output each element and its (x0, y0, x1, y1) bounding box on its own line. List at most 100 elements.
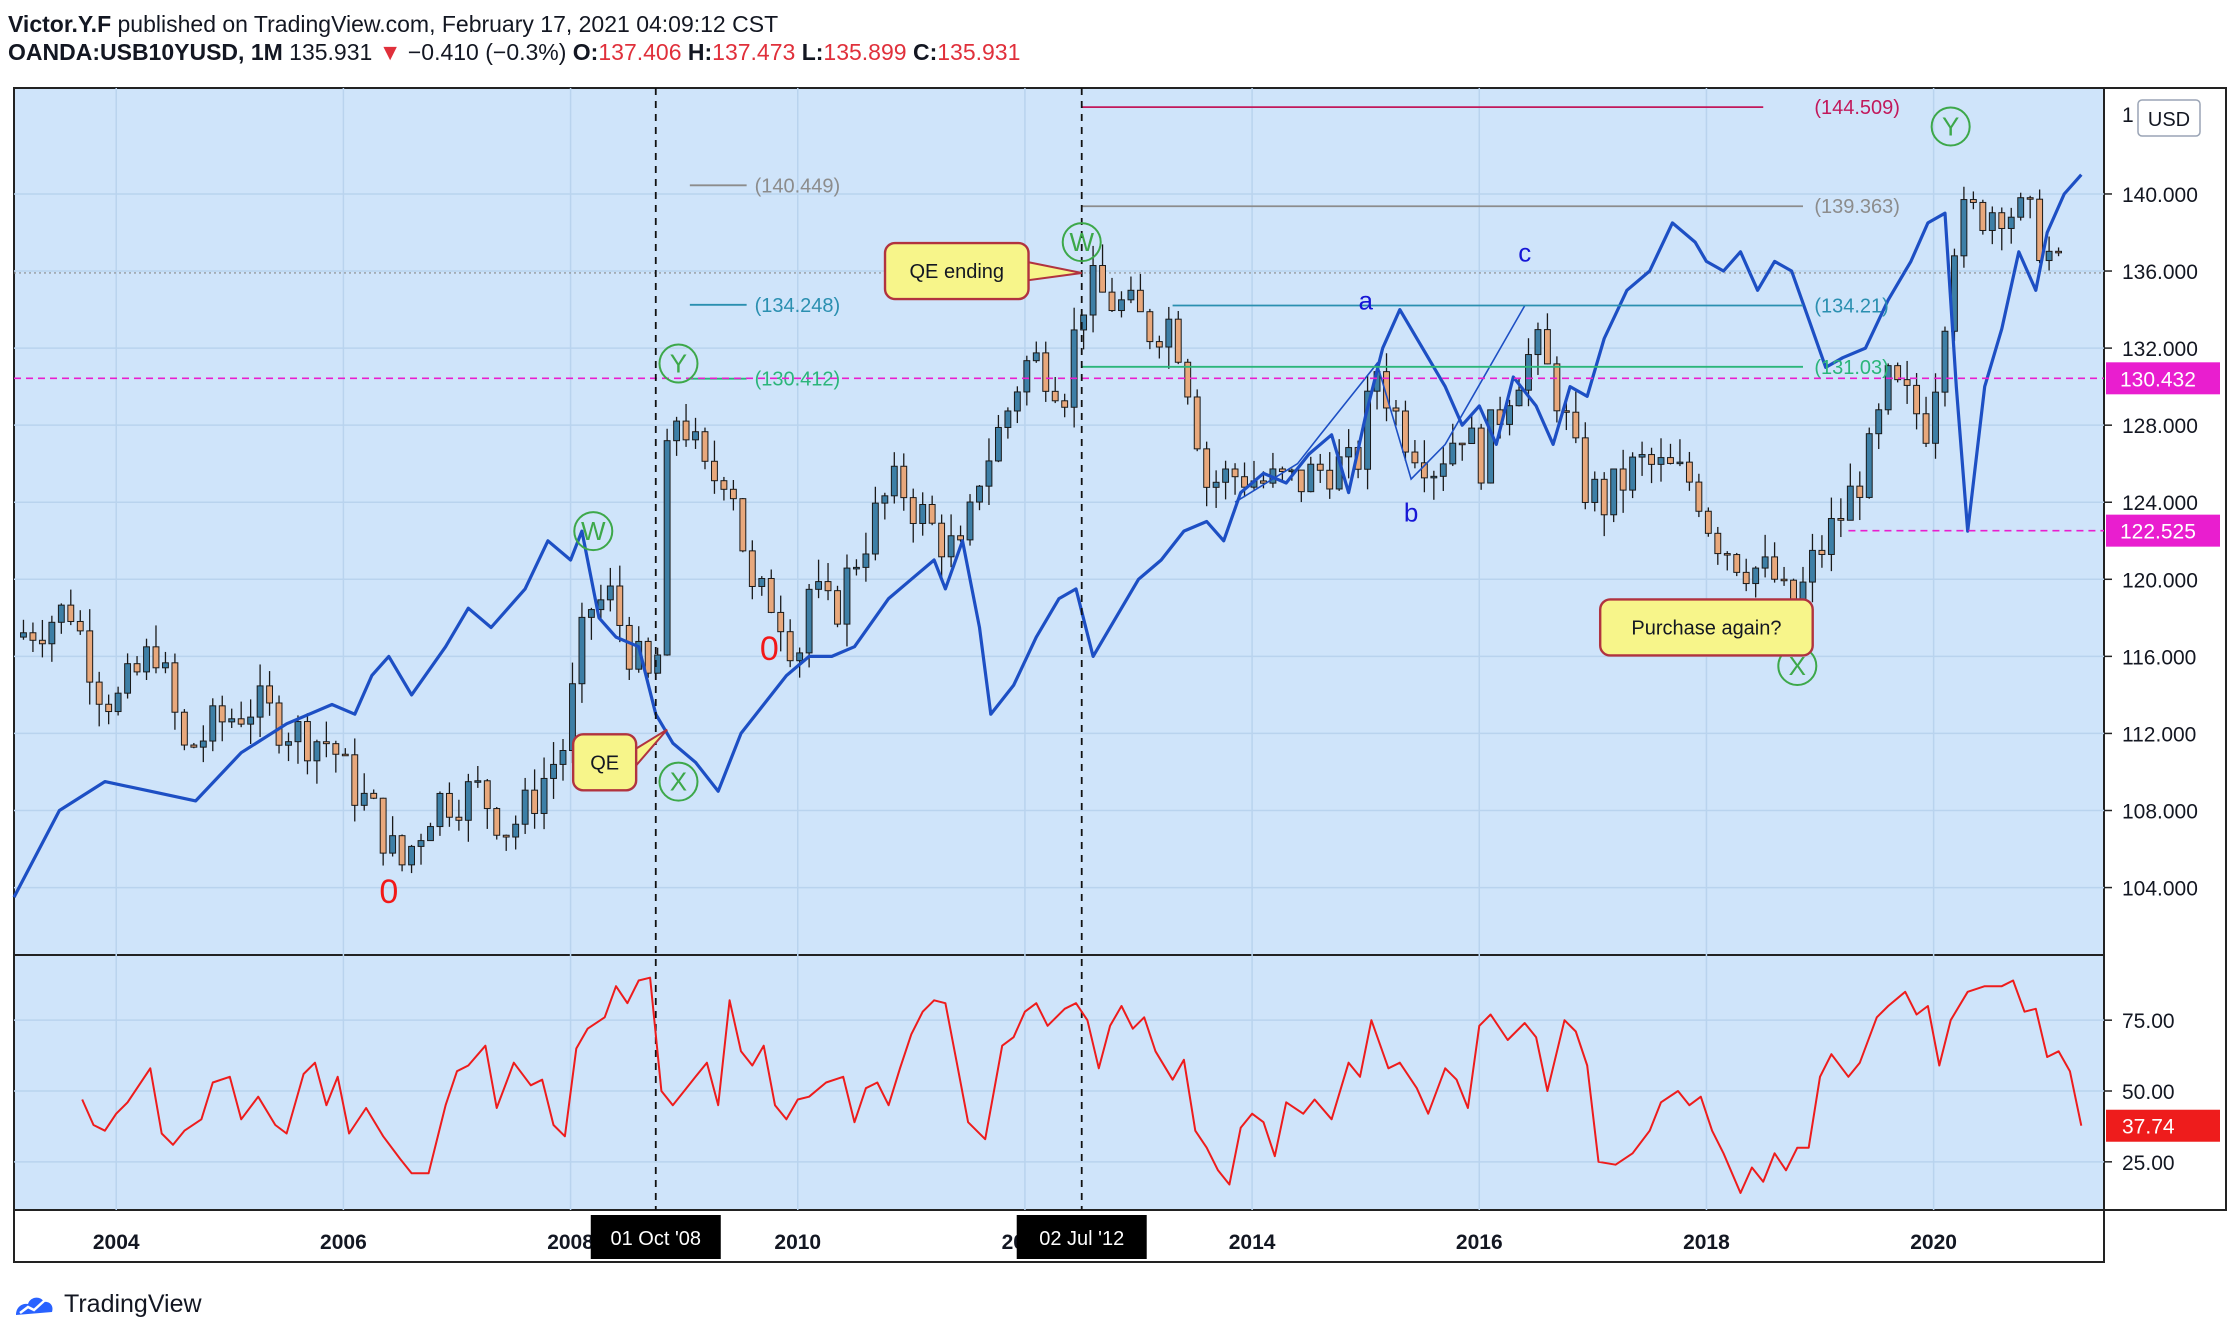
candle-bear (180, 711, 188, 746)
rsi-pane[interactable] (13, 954, 2105, 1211)
time-tick-label: 2020 (1910, 1231, 1957, 1254)
author-name[interactable]: Victor.Y.F (8, 11, 112, 37)
wave-label-circle[interactable] (658, 343, 699, 384)
candle-bull (673, 420, 681, 442)
symbol-label[interactable]: OANDA:USB10YUSD, 1M (8, 39, 283, 65)
rsi-line[interactable] (81, 976, 2083, 1194)
callout-text: Purchase again? (1631, 617, 1781, 639)
tradingview-footer[interactable]: TradingView (12, 1290, 202, 1319)
candle-bull (521, 789, 529, 825)
candle-bull (1345, 447, 1353, 458)
time-tick-label: 2004 (93, 1231, 140, 1254)
candle-bear (237, 718, 245, 725)
candle-bull (360, 792, 368, 806)
candle-bear (152, 646, 160, 669)
candle-bull (862, 553, 870, 568)
candle-bear (1543, 329, 1551, 365)
abc-wave-label[interactable]: a (1358, 286, 1373, 316)
comparison-line[interactable] (12, 173, 2083, 898)
low-label: L: (801, 39, 824, 65)
candle-bull (597, 599, 605, 611)
candle-bear (95, 681, 103, 705)
callout-note[interactable]: QE ending (883, 241, 1082, 301)
wave-label-circle[interactable] (1061, 222, 1102, 263)
rsi-tick-label: 25.00 (2122, 1152, 2175, 1175)
candle-bear (351, 754, 359, 806)
candle-bear (1600, 478, 1608, 516)
candle-bear (531, 789, 539, 814)
price-tick-label: 120.000 (2122, 569, 2198, 592)
candle-bull (1165, 318, 1173, 348)
wave-label-circle[interactable] (573, 511, 614, 552)
time-tick-label: 2018 (1683, 1231, 1730, 1254)
candle-bull (550, 763, 557, 779)
candle-bear (1572, 411, 1580, 439)
candle-bull (881, 495, 889, 504)
candle-bear (1723, 553, 1731, 556)
candle-bear (1818, 549, 1826, 555)
candle-bull (1846, 485, 1854, 521)
candle-bull (985, 460, 993, 487)
candle-bear (398, 835, 406, 866)
wave-count-label[interactable]: 0 (760, 630, 779, 668)
wave-label-circle[interactable] (658, 761, 699, 802)
candle-bear (1742, 571, 1750, 585)
candle-bear (1648, 454, 1655, 465)
candle-bear (266, 685, 274, 704)
candle-bear (275, 702, 283, 746)
candle-bull (228, 718, 236, 723)
candle-bear (1099, 265, 1106, 293)
candle-bear (1383, 371, 1390, 409)
candle-bull (1004, 410, 1012, 428)
wave-count-label[interactable]: 0 (379, 873, 398, 911)
abc-wave-label[interactable]: b (1404, 498, 1418, 528)
candle-bull (692, 431, 699, 441)
fib-level-label: (144.509) (1814, 97, 1900, 119)
callout-note[interactable]: Purchase again? (1598, 598, 1814, 657)
candle-bull (1827, 518, 1835, 555)
date-marker-badge (590, 1215, 721, 1259)
candle-bear (1553, 363, 1561, 412)
abc-wave-label[interactable]: c (1518, 237, 1531, 267)
candle-bear (1667, 457, 1674, 464)
candle-bull (1127, 289, 1135, 301)
candle-bear (29, 632, 37, 641)
symbol-line: OANDA:USB10YUSD, 1M 135.931 ▼ −0.410 (−0… (8, 38, 1020, 66)
price-axis[interactable] (2103, 87, 2227, 1211)
candle-bear (502, 834, 510, 838)
candle-bear (1241, 476, 1248, 488)
candle-bull (994, 426, 1002, 462)
currency-label: USD (2148, 109, 2190, 131)
candle-bull (408, 845, 415, 866)
candle-bull (796, 652, 804, 662)
fib-level-label: (140.449) (755, 175, 841, 197)
candle-bear (1108, 291, 1116, 312)
wave-label: Y (670, 349, 687, 379)
candle-bear (1146, 311, 1154, 343)
candle-bear (2036, 198, 2044, 262)
candle-bull (1222, 468, 1230, 483)
price-tick-label: 128.000 (2122, 415, 2198, 438)
candle-bear (1184, 361, 1192, 398)
candle-bull (1941, 330, 1949, 393)
candle-bear (1392, 407, 1400, 412)
candle-bull (805, 588, 813, 654)
rsi-value-badge (2106, 1109, 2220, 1142)
main-pane[interactable] (13, 87, 2105, 956)
chart-canvas[interactable]: 104.000 108.000 112.000 116.000 120.000 124.0… (0, 0, 2236, 1280)
callout-note[interactable]: QE (571, 728, 668, 792)
candle-bear (1913, 384, 1921, 415)
date-marker-label: 02 Jul '12 (1039, 1228, 1124, 1250)
wave-label-circle[interactable] (1930, 106, 1971, 147)
candle-bear (938, 522, 946, 558)
candle-bear (1042, 352, 1050, 392)
candle-bear (1695, 481, 1703, 512)
price-tick-label: 112.000 (2122, 723, 2196, 746)
candle-bear (1477, 427, 1485, 484)
currency-button[interactable] (2137, 99, 2201, 137)
candle-bear (1581, 437, 1589, 503)
candle-bull (578, 616, 586, 685)
candle-bear (748, 550, 756, 587)
candle-bear (1780, 578, 1788, 582)
candle-bull (20, 632, 27, 638)
